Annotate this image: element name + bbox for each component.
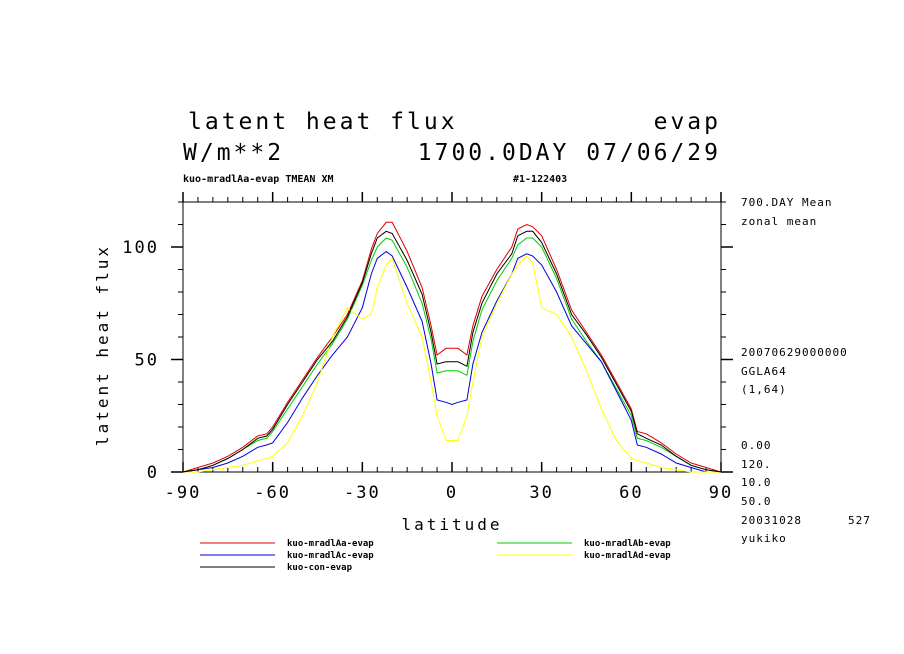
plot-frame [182,201,722,473]
y-axis-label: latent heat flux [93,244,112,446]
x-tick-label: -30 [344,483,381,503]
legend-label: kuo-mradlAc-evap [287,551,374,561]
side-v4: 50.0 [741,495,772,508]
side-mean: 700.DAY Mean [741,196,833,209]
side-num: 527 [848,514,871,527]
run-label: kuo-mradlAa-evap TMEAN XM [183,174,334,185]
side-stamp: 20031028 [741,514,802,527]
x-axis-label: latitude [401,515,502,534]
side-grid: GGLA64 [741,365,787,378]
x-tick-label: -60 [254,483,291,503]
side-user: yukiko [741,532,787,545]
x-tick-label: 90 [709,483,733,503]
time-label: 1700.0DAY 07/06/29 [417,140,721,166]
y-tick-label: 0 [147,463,159,483]
series-line-kuo-mradlAc-evap [182,250,721,473]
series-line-kuo-mradlAa-evap [182,221,722,473]
y-tick-label: 50 [135,351,159,371]
side-zonal: zonal mean [741,215,818,228]
x-tick-label: 30 [529,483,553,503]
legend-label: kuo-mradlAd-evap [584,551,671,561]
units-label: W/m**2 [183,140,285,166]
side-v2: 120. [741,458,772,471]
run-id: #1-122403 [513,174,568,185]
series-line-kuo-mradlAb-evap [182,237,722,473]
chart-title: latent heat flux [188,109,458,135]
y-tick-label: 100 [122,238,159,258]
x-tick-label: 60 [619,483,643,503]
x-tick-label: -90 [165,483,202,503]
series-line-kuo-mradlAd-evap [183,255,721,473]
side-v3: 10.0 [741,476,772,489]
side-index: (1,64) [741,383,787,396]
series-line-kuo-con-evap [182,230,722,473]
side-v1: 0.00 [741,439,772,452]
legend-label: kuo-mradlAa-evap [287,539,374,549]
legend-label: kuo-con-evap [287,563,353,573]
side-date: 20070629000000 [741,346,848,359]
variable-name: evap [653,109,721,135]
x-tick-label: 0 [446,483,458,503]
legend-label: kuo-mradlAb-evap [584,539,671,549]
